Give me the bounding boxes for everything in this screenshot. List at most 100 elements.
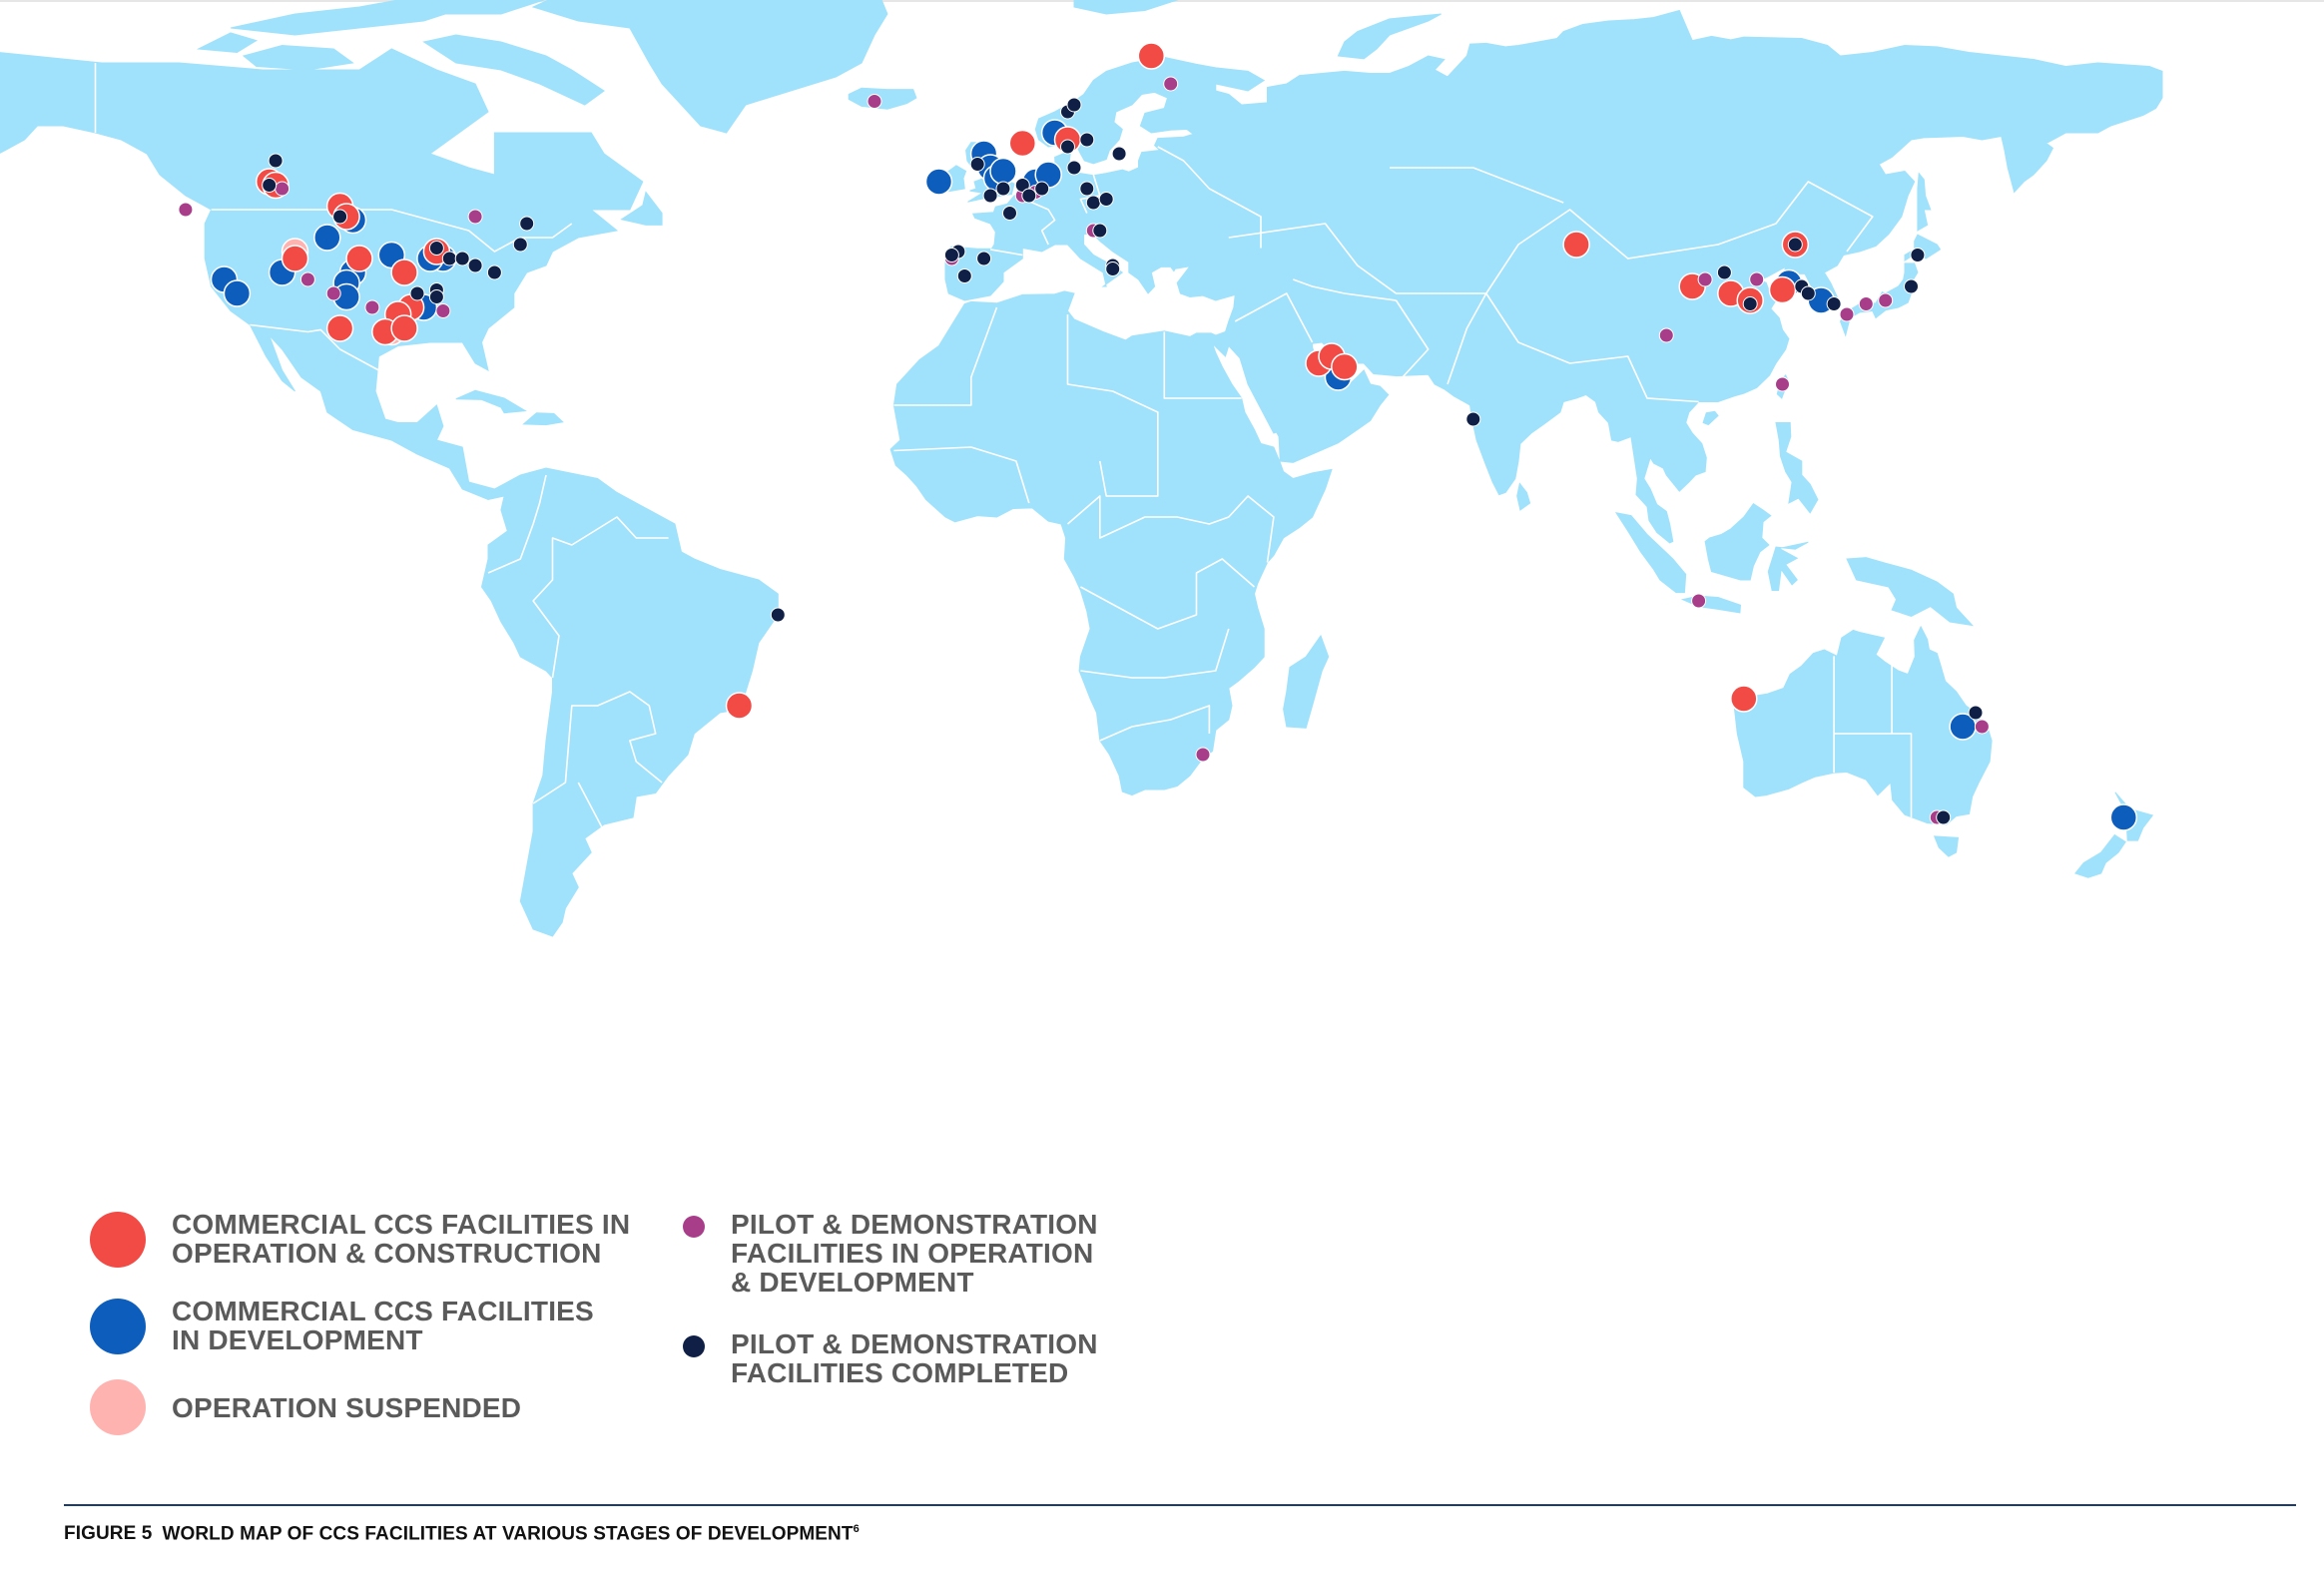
facility-marker-pilot-completed (467, 258, 483, 273)
facility-marker-pilot-operation (275, 181, 290, 197)
legend-item-pilot-completed: PILOT & DEMONSTRATION FACILITIES COMPLET… (683, 1329, 1098, 1387)
legend-label-commercial-operation: COMMERCIAL CCS FACILITIES IN OPERATION &… (172, 1209, 631, 1269)
landmass-hainan (1702, 410, 1719, 426)
landmass-europe-asia (889, 9, 2163, 796)
country-border-line (532, 691, 663, 804)
country-border-line (1066, 495, 1275, 563)
landmass-greenland (531, 0, 888, 134)
facility-marker-pilot-completed (956, 268, 972, 283)
legend-item-pilot-operation: PILOT & DEMONSTRATION FACILITIES IN OPER… (683, 1210, 1098, 1297)
facility-marker-commercial-development (223, 279, 252, 307)
country-border-line (577, 782, 605, 832)
country-border-line (1015, 195, 1056, 246)
landmass-tasmania (1933, 835, 1960, 857)
facility-marker-commercial-operation (390, 314, 418, 342)
facility-marker-pilot-completed (512, 237, 528, 253)
facility-marker-pilot-operation (299, 271, 315, 287)
facility-marker-pilot-completed (1079, 132, 1095, 148)
facility-marker-pilot-completed (409, 285, 425, 301)
facility-marker-pilot-completed (1904, 278, 1919, 294)
country-border-line (1080, 558, 1256, 630)
facility-marker-pilot-completed (1066, 160, 1082, 176)
legend-label-commercial-development: COMMERCIAL CCS FACILITIES IN DEVELOPMENT (172, 1296, 594, 1355)
landmass-java (1680, 595, 1742, 614)
landmass-madagascar (1283, 634, 1330, 729)
country-border-line (1163, 331, 1242, 399)
country-border-line (893, 446, 1030, 504)
facility-marker-commercial-operation (1331, 352, 1359, 381)
blue-circle-icon (90, 1299, 146, 1354)
landmass-cuba (455, 389, 527, 414)
landmass-australia (1733, 625, 1993, 825)
landmass-nz-south (2074, 833, 2126, 878)
landmass-iceland (848, 87, 917, 110)
facility-marker-pilot-completed (1060, 139, 1075, 155)
facility-marker-commercial-operation (345, 245, 373, 272)
purple-dot-icon (683, 1216, 705, 1238)
facility-marker-pilot-operation (1775, 376, 1790, 392)
facility-marker-commercial-operation (1562, 231, 1590, 259)
country-borders (94, 63, 1913, 832)
landmass-banks-isl (197, 32, 259, 54)
facility-marker-commercial-development (2109, 803, 2138, 831)
figure-footnote: 6 (853, 1523, 860, 1535)
facility-marker-pilot-completed (770, 607, 786, 623)
landmass-victoria-isl (242, 44, 354, 71)
legend-label-pilot-operation: PILOT & DEMONSTRATION FACILITIES IN OPER… (731, 1209, 1098, 1298)
caption-divider (64, 1504, 2296, 1506)
facility-marker-pilot-operation (1749, 271, 1765, 287)
legend-label-pilot-completed: PILOT & DEMONSTRATION FACILITIES COMPLET… (731, 1328, 1098, 1388)
country-border-line (989, 249, 1023, 257)
country-border-line (1228, 223, 1699, 403)
facility-marker-pilot-completed (1079, 181, 1095, 197)
landmass-svalbard (1073, 0, 1179, 15)
legend-item-commercial-development: COMMERCIAL CCS FACILITIES IN DEVELOPMENT (90, 1297, 594, 1354)
landmass-philippines (1775, 422, 1819, 514)
facility-marker-commercial-operation (1730, 685, 1758, 713)
landmass-new-guinea (1846, 557, 1975, 627)
landmass-sulawesi (1767, 541, 1809, 591)
facility-marker-pilot-completed (1111, 146, 1127, 162)
facility-marker-commercial-operation (1768, 275, 1797, 304)
facility-marker-commercial-development (989, 157, 1017, 186)
facility-marker-pilot-operation (867, 94, 882, 109)
country-border-line (1080, 628, 1230, 679)
facility-marker-commercial-operation (1008, 129, 1037, 158)
facility-marker-pilot-completed (943, 248, 959, 263)
facility-marker-pilot-completed (1098, 192, 1114, 207)
country-border-line (1485, 181, 1874, 294)
facility-marker-commercial-operation (325, 314, 354, 342)
landmass-newfoundland (620, 191, 663, 226)
facility-marker-pilot-completed (1800, 285, 1816, 301)
country-border-line (532, 516, 669, 679)
facility-marker-pilot-completed (1465, 411, 1481, 427)
country-border-line (1390, 167, 1564, 204)
facility-marker-pilot-completed (428, 289, 444, 304)
landmass-sri-lanka (1516, 482, 1531, 511)
facility-marker-pilot-completed (441, 251, 457, 266)
country-border-line (1293, 278, 1397, 301)
facility-marker-pilot-completed (428, 241, 444, 256)
legend-item-commercial-operation: COMMERCIAL CCS FACILITIES IN OPERATION &… (90, 1210, 630, 1268)
facility-marker-pilot-completed (1742, 296, 1758, 311)
facility-marker-pilot-completed (486, 264, 502, 280)
facility-marker-pilot-operation (1163, 76, 1179, 92)
facility-marker-pilot-completed (1826, 296, 1842, 311)
landmass-sumatra (1614, 512, 1687, 594)
country-border-line (893, 306, 998, 406)
facility-marker-commercial-operation (1137, 42, 1166, 70)
facility-markers (178, 42, 2138, 831)
facility-marker-pilot-completed (1787, 237, 1803, 253)
facility-marker-pilot-completed (995, 181, 1011, 197)
navy-dot-icon (683, 1335, 705, 1357)
facility-marker-pilot-operation (1974, 719, 1990, 735)
country-border-line (250, 323, 379, 371)
facility-marker-pilot-operation (178, 202, 194, 218)
landmass-sakhalin (1917, 172, 1932, 232)
facility-marker-pilot-completed (976, 251, 992, 266)
facility-marker-pilot-completed (1034, 181, 1050, 197)
facility-marker-pilot-completed (1085, 195, 1101, 211)
facility-marker-pilot-completed (454, 251, 470, 266)
legend-label-suspended: OPERATION SUSPENDED (172, 1392, 522, 1423)
figure-title: WORLD MAP OF CCS FACILITIES AT VARIOUS S… (162, 1523, 854, 1545)
